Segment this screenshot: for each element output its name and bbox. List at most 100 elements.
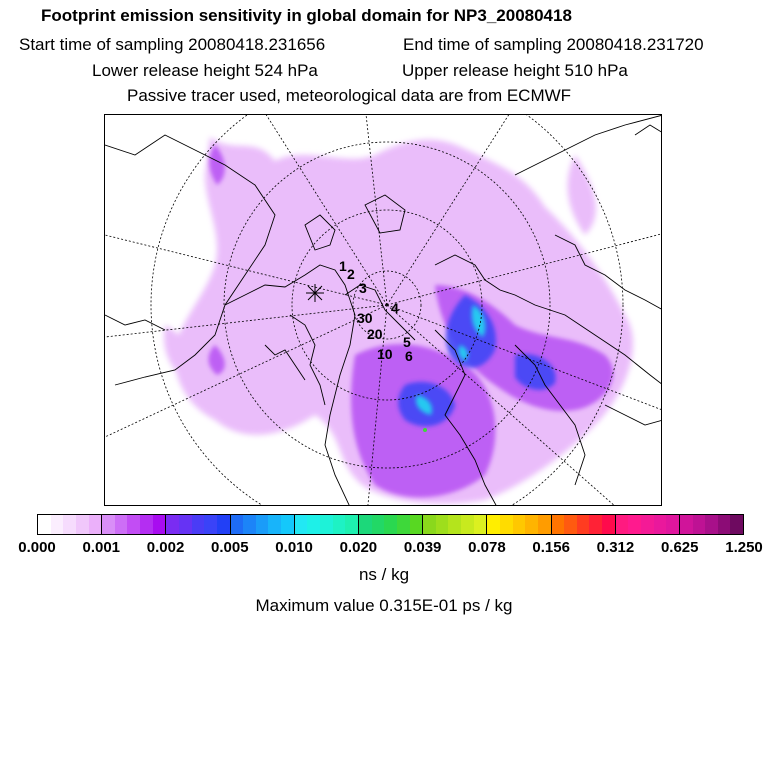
colorbar-swatch	[216, 515, 230, 534]
footprint-map: 1 2 3 4 5 6 30 20 10	[104, 114, 662, 506]
colorbar-segment	[230, 515, 295, 534]
colorbar-swatch	[423, 515, 436, 534]
colorbar-swatch	[628, 515, 641, 534]
colorbar-swatch	[717, 515, 731, 534]
colorbar-swatch	[371, 515, 385, 534]
colorbar-tick-label: 0.001	[82, 539, 121, 556]
colorbar-segment	[487, 515, 552, 534]
colorbar-swatch	[75, 515, 89, 534]
end-time-label: End time of sampling 20080418.231720	[403, 35, 704, 54]
colorbar-swatch	[63, 515, 76, 534]
colorbar-segment	[679, 515, 744, 534]
colorbar-swatch	[512, 515, 526, 534]
colorbar-swatch	[448, 515, 462, 534]
colorbar-tick-label: 0.005	[211, 539, 249, 556]
colorbar-swatch	[396, 515, 410, 534]
colorbar-swatch	[166, 515, 180, 534]
colorbar-tick-label: 0.010	[275, 539, 313, 556]
point-label-30: 30	[357, 310, 373, 326]
colorbar-swatch	[564, 515, 577, 534]
colorbar-swatch	[602, 515, 615, 534]
trajectory-labels: 1 2 3 4 5 6 30 20 10	[339, 258, 413, 364]
coastlines	[105, 115, 661, 505]
colorbar-swatch	[204, 515, 217, 534]
colorbar-swatch	[640, 515, 654, 534]
peak-dot	[423, 428, 427, 432]
colorbar-swatch	[255, 515, 269, 534]
release-point-marker	[306, 284, 324, 302]
colorbar-tick-label: 0.002	[146, 539, 185, 556]
colorbar-swatch	[294, 515, 308, 534]
colorbar-swatch	[384, 515, 397, 534]
map-canvas: 1 2 3 4 5 6 30 20 10	[105, 115, 661, 505]
colorbar-swatch	[692, 515, 706, 534]
colorbar-swatch	[487, 515, 500, 534]
point-label-4: 4	[391, 300, 399, 316]
colorbar-swatch	[666, 515, 679, 534]
point-label-6: 6	[405, 348, 413, 364]
colorbar-swatch	[38, 515, 51, 534]
colorbar-segment	[166, 515, 231, 534]
info-label: Passive tracer used, meteorological data…	[127, 86, 572, 105]
colorbar-swatch	[307, 515, 321, 534]
colorbar-segment	[102, 515, 167, 534]
colorbar-tick-label: 0.039	[403, 539, 442, 556]
colorbar-swatch	[358, 515, 372, 534]
colorbar-swatch	[730, 515, 744, 534]
colorbar-swatch	[179, 515, 192, 534]
point-label-2: 2	[347, 266, 355, 282]
colorbar-swatch	[140, 515, 153, 534]
colorbar-swatch	[589, 515, 603, 534]
colorbar-swatch	[499, 515, 513, 534]
colorbar-swatch	[152, 515, 166, 534]
point-label-3: 3	[359, 280, 367, 296]
sensitivity-low	[164, 137, 634, 504]
colorbar-swatch	[281, 515, 294, 534]
upper-release-label: Upper release height 510 hPa	[402, 61, 628, 80]
colorbar-segment	[294, 515, 359, 534]
colorbar-units: ns / kg	[358, 565, 410, 584]
colorbar-swatch	[537, 515, 551, 534]
colorbar-swatch	[435, 515, 449, 534]
colorbar-swatch	[461, 515, 474, 534]
colorbar-tick-label: 0.625	[660, 539, 699, 556]
graticule	[105, 115, 661, 505]
colorbar-swatch	[268, 515, 282, 534]
title-text: Footprint emission sensitivity in global…	[41, 6, 572, 25]
lower-release-label: Lower release height 524 hPa	[92, 61, 318, 80]
colorbar-swatch	[332, 515, 346, 534]
colorbar-swatch	[679, 515, 693, 534]
sensitivity-peak	[415, 305, 486, 415]
colorbar-segment	[38, 515, 103, 534]
point-label-10: 10	[377, 346, 393, 362]
colorbar-swatch	[230, 515, 244, 534]
colorbar-tick-label: 1.250	[725, 539, 763, 556]
point-label-20: 20	[367, 326, 383, 342]
colorbar-swatch	[576, 515, 590, 534]
colorbar	[37, 514, 744, 535]
point-label-1: 1	[339, 258, 347, 274]
colorbar-swatch	[88, 515, 102, 534]
colorbar-swatch	[127, 515, 141, 534]
colorbar-tick-label: 0.078	[468, 539, 506, 556]
colorbar-swatch	[50, 515, 64, 534]
colorbar-swatch	[191, 515, 205, 534]
start-time-label: Start time of sampling 20080418.231656	[19, 35, 326, 54]
colorbar-swatch	[114, 515, 128, 534]
colorbar-segment	[423, 515, 488, 534]
colorbar-segment	[358, 515, 424, 534]
colorbar-swatch	[551, 515, 565, 534]
colorbar-swatch	[102, 515, 115, 534]
colorbar-swatch	[615, 515, 629, 534]
colorbar-swatch	[473, 515, 487, 534]
colorbar-segment	[615, 515, 680, 534]
colorbar-swatch	[525, 515, 538, 534]
colorbar-swatch	[705, 515, 718, 534]
colorbar-tick-label: 0.312	[596, 539, 635, 556]
colorbar-swatch	[653, 515, 667, 534]
colorbar-swatch	[409, 515, 423, 534]
point-label-5: 5	[403, 334, 411, 350]
colorbar-swatch	[243, 515, 256, 534]
colorbar-swatch	[320, 515, 333, 534]
colorbar-tick-label: 0.020	[339, 539, 378, 556]
